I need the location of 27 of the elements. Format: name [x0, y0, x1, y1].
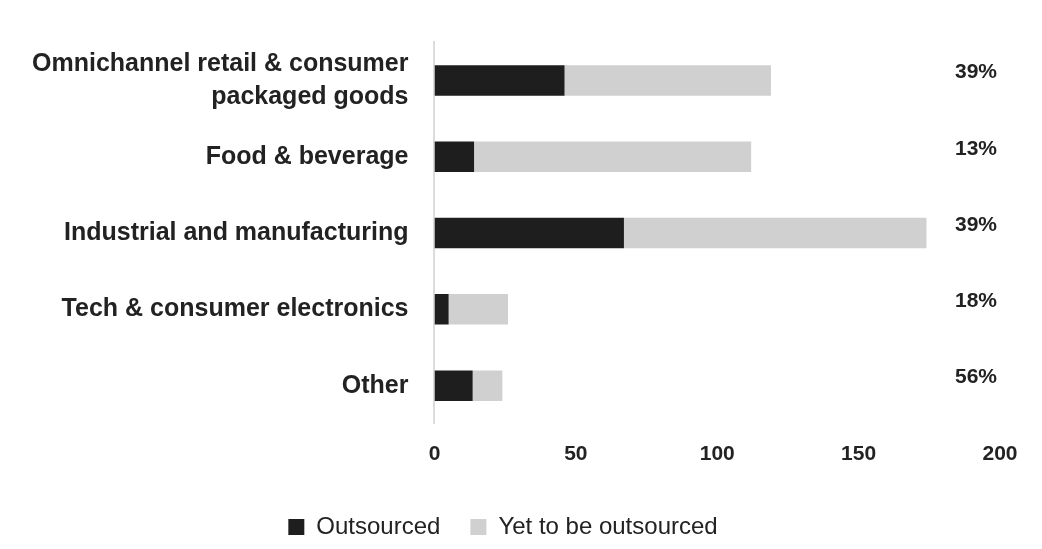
annotation: 39% [954, 211, 998, 235]
y-tick-label: Food & beverage [205, 140, 409, 169]
y-tick-label: Other [341, 369, 409, 398]
bar [623, 217, 927, 249]
y-tick-label: Tech & consumer electronics [61, 293, 409, 322]
x-tick-label: 50 [564, 441, 588, 465]
bar [434, 294, 449, 325]
bar [564, 65, 771, 96]
annotation: 39% [954, 59, 998, 83]
bar [472, 370, 503, 401]
x-tick-label: 200 [982, 441, 1018, 465]
bar [434, 65, 565, 96]
bar [448, 294, 509, 325]
legend-label: Yet to be outsourced [498, 511, 718, 539]
bar [434, 370, 473, 401]
annotation: 13% [954, 135, 998, 159]
x-tick-label: 0 [428, 441, 441, 465]
legend-label: Outsourced [316, 511, 441, 539]
bar [474, 141, 752, 172]
x-tick-label: 100 [699, 441, 735, 465]
y-tick-label: Industrial and manufacturing [64, 216, 409, 245]
x-tick-label: 150 [841, 441, 877, 465]
bar [434, 141, 475, 172]
annotation: 18% [954, 288, 998, 312]
y-tick-label: Omnichannel retail & consumer packaged goods [31, 48, 409, 109]
annotation: 56% [954, 364, 998, 388]
bar [434, 217, 624, 249]
